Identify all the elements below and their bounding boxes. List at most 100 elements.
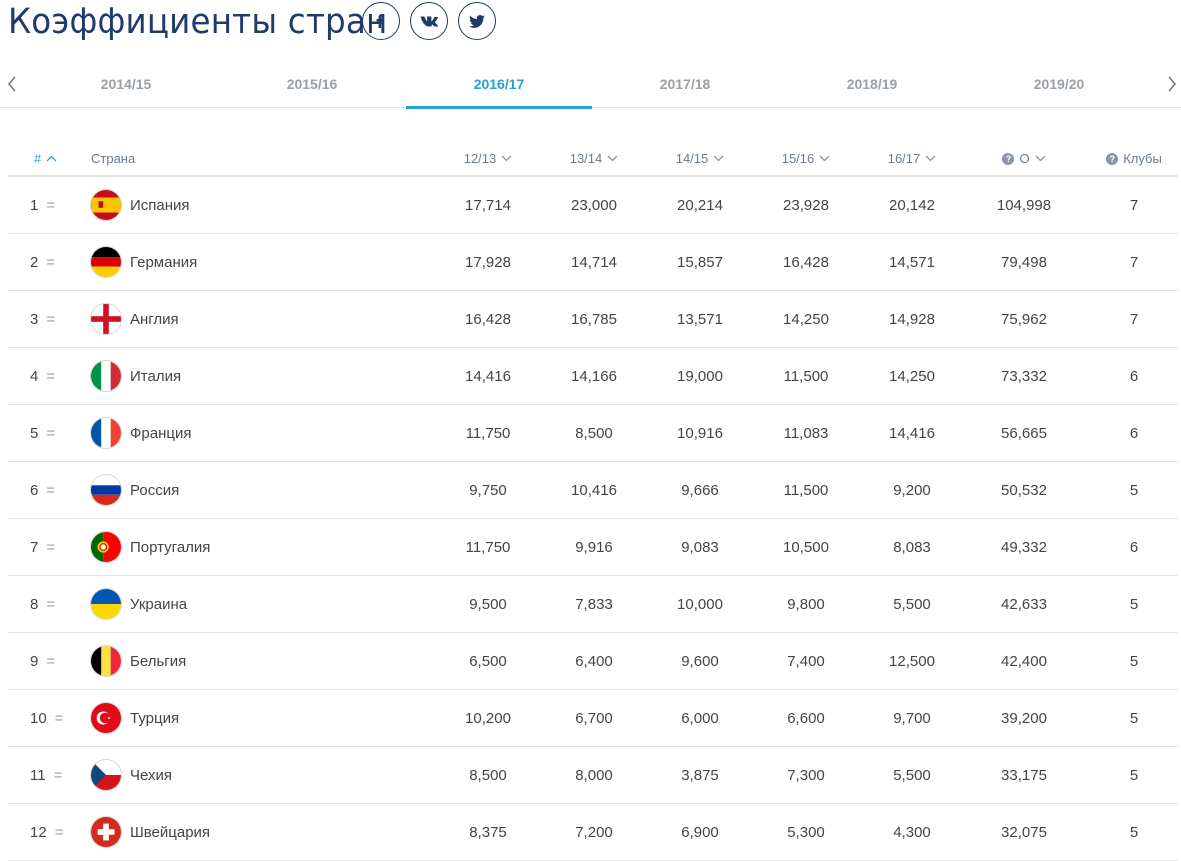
country-name: Англия xyxy=(130,310,179,328)
season-14-15-value: 10,916 xyxy=(677,424,723,442)
season-tab-2014-15[interactable]: 2014/15 xyxy=(100,76,152,92)
rank-value: 7 xyxy=(30,538,39,556)
season-13-14-value: 16,785 xyxy=(571,310,617,328)
chevron-down-icon xyxy=(1035,155,1046,162)
table-row[interactable]: 3 = Англия 16,428 16,785 13,571 14,250 14,928 75… xyxy=(8,291,1178,348)
season-16-17-value: 14,250 xyxy=(889,367,935,385)
help-icon[interactable]: ? xyxy=(1002,152,1015,165)
country-cell[interactable]: Россия xyxy=(90,462,179,518)
season-tab-2015-16[interactable]: 2015/16 xyxy=(286,76,338,92)
table-row[interactable]: 1 = Испания 17,714 23,000 20,214 23,928 20,142 1… xyxy=(8,177,1178,234)
rank-change-indicator: = xyxy=(46,367,56,385)
chevron-up-icon xyxy=(46,155,57,162)
social-share xyxy=(362,2,496,40)
country-cell[interactable]: Украина xyxy=(90,576,187,632)
season-13-14-value: 10,416 xyxy=(571,481,617,499)
table-row[interactable]: 10 = Турция 10,200 6,700 6,000 6,600 9,700 39,20… xyxy=(8,690,1178,747)
clubs-count-value: 5 xyxy=(1129,652,1139,670)
country-cell[interactable]: Англия xyxy=(90,291,179,347)
rank-change-indicator: = xyxy=(54,823,64,841)
country-cell[interactable]: Франция xyxy=(90,405,191,461)
next-season-button[interactable] xyxy=(1162,70,1181,98)
table-row[interactable]: 9 = Бельгия 6,500 6,400 9,600 7,400 12,500 42,40… xyxy=(8,633,1178,690)
country-cell[interactable]: Германия xyxy=(90,234,197,290)
season-tab-2017-18[interactable]: 2017/18 xyxy=(659,76,711,92)
column-header-country: Страна xyxy=(91,151,136,166)
table-row[interactable]: 4 = Италия 14,416 14,166 19,000 11,500 14,250 73… xyxy=(8,348,1178,405)
country-name: Швейцария xyxy=(130,823,211,841)
country-cell[interactable]: Испания xyxy=(90,177,190,233)
clubs-count-value: 7 xyxy=(1129,196,1139,214)
chevron-down-icon xyxy=(607,155,618,162)
rank-change-indicator: = xyxy=(46,310,56,328)
spain-flag-icon xyxy=(90,189,122,221)
sort-by-season-16-17[interactable]: 16/17 xyxy=(862,140,962,177)
table-body: 1 = Испания 17,714 23,000 20,214 23,928 20,142 1… xyxy=(8,177,1178,861)
season-15-16-value: 11,083 xyxy=(783,424,829,442)
season-tab-2019-20[interactable]: 2019/20 xyxy=(1033,76,1085,92)
czechia-flag-icon xyxy=(90,759,122,791)
season-15-16-value: 9,800 xyxy=(787,595,825,613)
season-selector: 2014/15 2015/16 2016/17 2017/18 2018/19 … xyxy=(0,60,1181,109)
germany-flag-icon xyxy=(90,246,122,278)
total-coefficient-value: 73,332 xyxy=(1001,367,1047,385)
season-16-17-value: 14,928 xyxy=(889,310,935,328)
country-cell[interactable]: Швейцария xyxy=(90,804,210,860)
twitter-share-button[interactable] xyxy=(458,2,496,40)
season-12-13-value: 10,200 xyxy=(465,709,511,727)
facebook-share-button[interactable] xyxy=(362,2,400,40)
season-13-14-value: 6,400 xyxy=(575,652,613,670)
prev-season-button[interactable] xyxy=(2,70,22,98)
clubs-count-value: 5 xyxy=(1129,823,1139,841)
season-12-13-value: 17,928 xyxy=(465,253,511,271)
sort-by-season-15-16[interactable]: 15/16 xyxy=(756,140,856,177)
season-tab-2018-19[interactable]: 2018/19 xyxy=(846,76,898,92)
chevron-down-icon xyxy=(925,155,936,162)
sort-by-total[interactable]: ? О xyxy=(974,140,1074,177)
sort-by-season-13-14[interactable]: 13/14 xyxy=(544,140,644,177)
column-header-clubs: ? Клубы xyxy=(1084,140,1181,177)
season-14-15-value: 9,666 xyxy=(681,481,719,499)
season-12-13-value: 16,428 xyxy=(465,310,511,328)
sort-by-rank[interactable]: # xyxy=(34,140,57,177)
season-15-16-value: 5,300 xyxy=(787,823,825,841)
season-12-13-value: 11,750 xyxy=(465,424,511,442)
turkey-flag-icon xyxy=(90,702,122,734)
sort-by-season-14-15[interactable]: 14/15 xyxy=(650,140,750,177)
country-cell[interactable]: Чехия xyxy=(90,747,172,803)
help-icon[interactable]: ? xyxy=(1106,152,1119,165)
total-coefficient-value: 75,962 xyxy=(1001,310,1047,328)
france-flag-icon xyxy=(90,417,122,449)
country-cell[interactable]: Бельгия xyxy=(90,633,186,689)
rank-cell: 9 = xyxy=(30,633,70,689)
season-14-15-value: 9,083 xyxy=(681,538,719,556)
clubs-count-value: 5 xyxy=(1129,595,1139,613)
clubs-count-value: 5 xyxy=(1129,766,1139,784)
season-14-15-value: 6,000 xyxy=(681,709,719,727)
chevron-right-icon xyxy=(1168,76,1176,92)
table-row[interactable]: 6 = Россия 9,750 10,416 9,666 11,500 9,200 50,53… xyxy=(8,462,1178,519)
season-15-16-value: 14,250 xyxy=(783,310,829,328)
sort-by-season-12-13[interactable]: 12/13 xyxy=(438,140,538,177)
country-cell[interactable]: Португалия xyxy=(90,519,210,575)
page-header: Коэффициенты стран xyxy=(8,0,416,44)
country-cell[interactable]: Турция xyxy=(90,690,179,746)
table-row[interactable]: 2 = Германия 17,928 14,714 15,857 16,428 14,571… xyxy=(8,234,1178,291)
england-flag-icon xyxy=(90,303,122,335)
page-title: Коэффициенты стран xyxy=(8,2,388,42)
table-row[interactable]: 7 = Португалия 11,750 9,916 9,083 10,500 8,083 4… xyxy=(8,519,1178,576)
table-row[interactable]: 5 = Франция 11,750 8,500 10,916 11,083 14,416 56… xyxy=(8,405,1178,462)
table-row[interactable]: 12 = Швейцария 8,375 7,200 6,900 5,300 4,300 32,… xyxy=(8,804,1178,861)
season-13-14-value: 6,700 xyxy=(575,709,613,727)
rank-value: 2 xyxy=(30,253,39,271)
season-12-13-value: 11,750 xyxy=(465,538,511,556)
rank-value: 12 xyxy=(30,823,47,841)
season-tab-2016-17[interactable]: 2016/17 xyxy=(406,60,592,109)
vk-share-button[interactable] xyxy=(410,2,448,40)
rank-change-indicator: = xyxy=(53,766,63,784)
country-cell[interactable]: Италия xyxy=(90,348,181,404)
table-row[interactable]: 8 = Украина 9,500 7,833 10,000 9,800 5,500 42,63… xyxy=(8,576,1178,633)
table-row[interactable]: 11 = Чехия 8,500 8,000 3,875 7,300 5,500 33,175 5 xyxy=(8,747,1178,804)
season-12-13-value: 6,500 xyxy=(469,652,507,670)
switzerland-flag-icon xyxy=(90,816,122,848)
